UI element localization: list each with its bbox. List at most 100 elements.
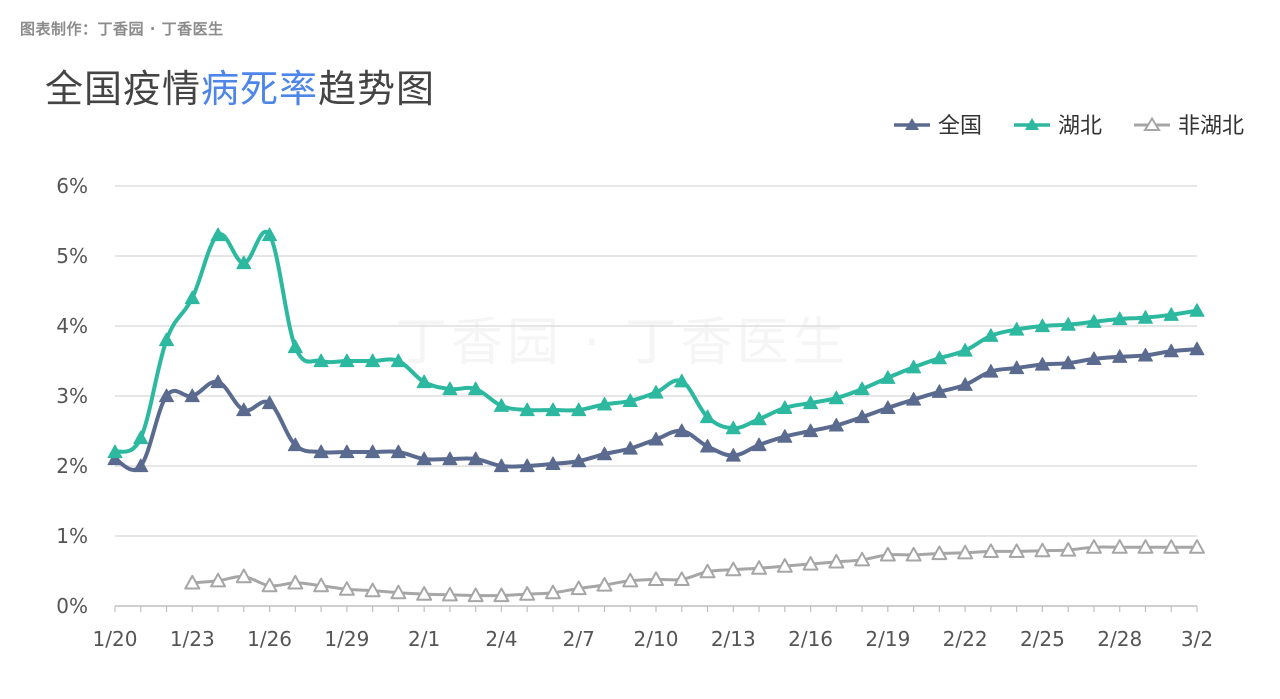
data-point-non-hubei <box>905 546 922 562</box>
data-point-national <box>339 444 355 459</box>
chart-title-suffix: 趋势图 <box>318 67 436 111</box>
series-hubei <box>107 227 1205 459</box>
legend-swatch-national <box>893 118 930 130</box>
data-point-national <box>880 400 896 414</box>
data-point-non-hubei <box>1137 539 1154 554</box>
data-point-hubei <box>519 402 535 417</box>
series-non-hubei <box>184 539 1205 603</box>
data-point-non-hubei <box>931 545 948 561</box>
data-point-national <box>1137 347 1153 362</box>
data-point-national <box>648 431 664 446</box>
x-tick-label: 2/25 <box>1020 627 1065 651</box>
data-point-national <box>159 388 175 403</box>
data-point-hubei <box>1009 322 1025 336</box>
data-point-national <box>751 437 767 452</box>
data-point-non-hubei <box>957 544 974 560</box>
data-point-non-hubei <box>622 572 639 588</box>
legend-label-national: 全国 <box>937 114 982 139</box>
data-point-hubei <box>931 350 947 365</box>
data-point-national <box>725 448 741 462</box>
data-point-non-hubei <box>235 568 252 584</box>
data-point-hubei <box>468 381 484 396</box>
data-point-national <box>1060 355 1076 370</box>
x-tick-label: 2/16 <box>788 627 833 651</box>
data-point-hubei <box>674 373 690 388</box>
data-point-national <box>957 377 973 391</box>
legend-item-national[interactable]: 全国 <box>892 108 982 140</box>
legend-item-non-hubei[interactable]: 非湖北 <box>1132 108 1244 140</box>
data-point-non-hubei <box>390 584 407 600</box>
data-point-hubei <box>1112 311 1128 326</box>
data-point-hubei <box>725 420 741 435</box>
data-point-hubei <box>365 353 381 368</box>
data-point-hubei <box>803 395 819 410</box>
data-point-non-hubei <box>313 577 330 593</box>
data-point-non-hubei <box>544 584 561 600</box>
data-point-hubei <box>442 381 458 396</box>
y-tick-label: 3% <box>56 384 88 408</box>
data-point-national <box>262 395 278 410</box>
data-point-non-hubei <box>879 546 896 562</box>
data-point-national <box>493 458 509 473</box>
data-point-hubei <box>777 400 793 414</box>
x-tick-label: 1/20 <box>93 627 138 651</box>
data-point-national <box>854 409 870 424</box>
data-point-national <box>390 444 406 459</box>
data-point-non-hubei <box>1008 543 1025 558</box>
data-point-hubei <box>1189 303 1205 317</box>
data-point-non-hubei <box>467 587 484 603</box>
data-point-non-hubei <box>364 582 381 598</box>
y-axis: 0% 1% 2% 3% 4% 5% 6% <box>56 174 88 618</box>
data-point-national <box>210 374 226 389</box>
data-point-non-hubei <box>648 571 664 586</box>
data-point-national <box>236 402 252 417</box>
chart-title-highlight: 病死率 <box>201 67 319 111</box>
data-point-national <box>442 451 458 466</box>
data-point-non-hubei <box>416 586 433 601</box>
data-point-national <box>107 451 123 466</box>
legend-label-non-hubei: 非湖北 <box>1177 114 1244 139</box>
data-point-national <box>1163 343 1179 358</box>
data-point-national <box>184 388 200 403</box>
data-point-national <box>828 417 844 432</box>
data-point-hubei <box>906 359 922 374</box>
x-axis: 1/20 1/23 1/26 1/29 2/1 2/4 2/7 2/10 2/13 2/16 2/1… <box>93 605 1213 651</box>
data-point-national <box>1086 351 1102 365</box>
data-point-hubei <box>751 411 767 426</box>
data-point-national <box>468 451 484 466</box>
data-point-hubei <box>236 255 252 270</box>
x-tick-label: 1/29 <box>324 627 369 651</box>
data-point-non-hubei <box>1034 542 1051 558</box>
gridlines <box>115 185 1197 537</box>
data-point-hubei <box>313 353 329 368</box>
data-point-national <box>931 384 947 398</box>
series-national <box>107 341 1205 473</box>
y-tick-label: 0% <box>56 594 88 618</box>
data-point-non-hubei <box>828 553 845 569</box>
series-line-national <box>113 347 1199 472</box>
data-point-non-hubei <box>751 560 768 575</box>
data-point-hubei <box>1034 318 1050 333</box>
x-tick-label: 2/1 <box>408 627 440 651</box>
data-point-hubei <box>262 227 278 242</box>
x-tick-label: 2/10 <box>634 627 679 651</box>
data-point-hubei <box>545 402 561 417</box>
data-point-national <box>571 453 587 468</box>
data-point-national <box>365 444 381 459</box>
data-point-hubei <box>210 227 226 242</box>
data-point-hubei <box>416 374 432 389</box>
legend-item-hubei[interactable]: 湖北 <box>1012 108 1102 140</box>
data-point-non-hubei <box>1085 539 1102 554</box>
data-point-hubei <box>828 390 844 405</box>
data-point-hubei <box>133 430 149 445</box>
data-point-hubei <box>622 393 638 407</box>
legend-label-hubei: 湖北 <box>1057 114 1102 139</box>
x-tick-label: 1/26 <box>247 627 292 651</box>
data-point-hubei <box>184 290 200 305</box>
data-point-hubei <box>287 339 303 354</box>
chart-legend: 全国 湖北 非湖北 <box>892 108 1244 140</box>
data-point-hubei <box>880 370 896 384</box>
y-tick-label: 1% <box>56 524 88 548</box>
data-point-hubei <box>596 396 612 411</box>
data-point-hubei <box>571 402 587 417</box>
